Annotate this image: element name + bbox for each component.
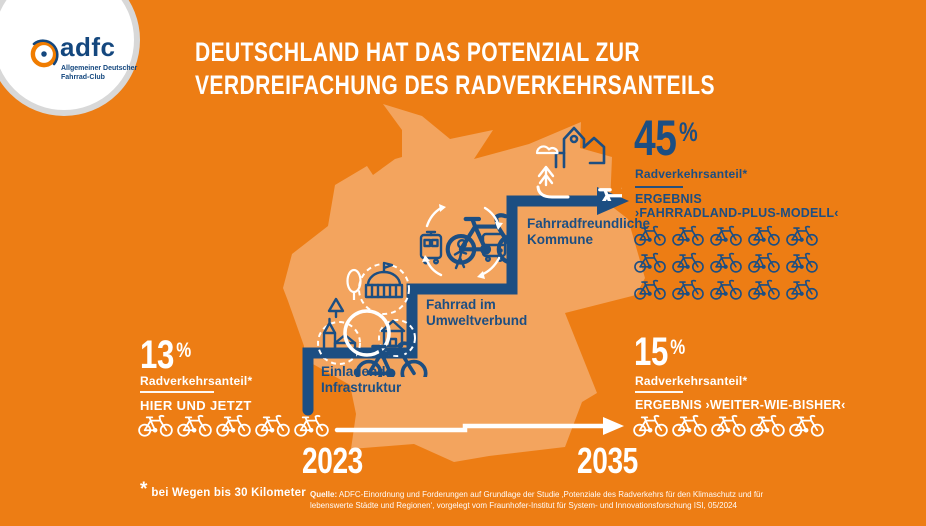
- step-label-kommune: Fahrradfreundliche Kommune: [527, 216, 651, 247]
- current-share-label: Radverkehrsanteil*: [140, 374, 253, 388]
- cycle-arrows: [422, 204, 503, 279]
- bike-icon: [747, 224, 781, 246]
- bike-icon: [709, 251, 743, 273]
- bike-icon: [709, 278, 743, 300]
- usual-scenario-result: ERGEBNIS ›WEITER-WIE-BISHER‹: [635, 398, 846, 412]
- tram-icon: [419, 230, 443, 265]
- buildings-icon: [554, 126, 606, 169]
- bike-icon: [709, 224, 743, 246]
- current-share-value: 13%: [140, 333, 191, 377]
- page-title: DEUTSCHLAND HAT DAS POTENZIAL ZUR VERDRE…: [195, 37, 715, 100]
- bike-icon: [747, 278, 781, 300]
- bike-icon: [215, 413, 252, 437]
- divider: [140, 391, 214, 393]
- staircase-path: [302, 195, 606, 416]
- divider: [635, 391, 683, 393]
- step-label-infrastruktur: Einladende Infrastruktur: [321, 364, 402, 395]
- bike-icon: [749, 413, 786, 437]
- bike-icon: [254, 413, 291, 437]
- source-note: Quelle: ADFC-Einordnung und Forderungen …: [310, 490, 764, 510]
- bike-icon: [633, 224, 667, 246]
- bike-icon: [671, 413, 708, 437]
- usual-bike-row: [632, 413, 825, 437]
- town-hall-icon: [364, 261, 404, 299]
- bike-icon: [137, 413, 174, 437]
- bike-icon: [785, 278, 819, 300]
- bike-icon: [710, 413, 747, 437]
- plus-scenario-label: Radverkehrsanteil*: [635, 167, 748, 181]
- infrastructure-cluster-icon: [317, 261, 434, 377]
- timeline-end-year: 2035: [577, 440, 638, 481]
- source-prefix: Quelle:: [310, 490, 338, 499]
- bike-icon: [788, 413, 825, 437]
- bike-icon: [747, 251, 781, 273]
- plus-bike-grid: [633, 224, 823, 300]
- pedestrian-icon: [453, 239, 468, 270]
- fir-tree-icon: [327, 297, 345, 319]
- footnote: * bei Wegen bis 30 Kilometer: [140, 479, 306, 500]
- adfc-logo-icon: [30, 39, 59, 68]
- timeline-arrow: [334, 423, 609, 433]
- bike-badge-ring: [343, 309, 391, 357]
- umweltverbund-icon: [419, 204, 513, 279]
- bike-icon: [785, 251, 819, 273]
- oval-tree-icon: [346, 268, 362, 300]
- plus-scenario-result-line2: ›FAHRRADLAND-PLUS-MODELL‹: [635, 206, 839, 220]
- bike-icon: [785, 224, 819, 246]
- city-icon: [535, 126, 622, 201]
- adfc-logo: adfc Allgemeiner Deutscher Fahrrad-Club: [0, 0, 140, 116]
- adfc-logo-wordmark: adfc: [60, 32, 116, 62]
- bus-icon: [481, 232, 507, 263]
- current-share-caption: HIER UND JETZT: [140, 398, 252, 413]
- road-icon: [536, 185, 570, 199]
- bike-icon: [671, 278, 705, 300]
- bike-icon: [632, 413, 669, 437]
- plus-scenario-value: 45%: [634, 110, 698, 166]
- bike-icon: [586, 187, 622, 201]
- usual-scenario-value: 15%: [634, 330, 685, 374]
- step-label-umweltverbund: Fahrrad im Umweltverbund: [426, 297, 528, 328]
- adfc-logo-tagline: Allgemeiner Deutscher Fahrrad-Club: [61, 65, 138, 81]
- bike-icon: [176, 413, 213, 437]
- bike-icon: [633, 278, 667, 300]
- bike-icon: [671, 251, 705, 273]
- bike-icon: [633, 251, 667, 273]
- current-bike-row: [137, 413, 330, 437]
- timeline-arrowhead: [603, 417, 624, 435]
- usual-scenario-label: Radverkehrsanteil*: [635, 374, 748, 388]
- asterisk-marker: *: [140, 479, 148, 500]
- house-icon: [380, 319, 406, 348]
- cloud-icon: [535, 145, 559, 155]
- plus-scenario-result-line1: ERGEBNIS: [635, 192, 702, 206]
- bike-icon: [293, 413, 330, 437]
- tree-arrow-icon: [537, 165, 555, 187]
- bike-icon: [671, 224, 705, 246]
- timeline-start-year: 2023: [302, 440, 363, 481]
- divider: [635, 186, 683, 188]
